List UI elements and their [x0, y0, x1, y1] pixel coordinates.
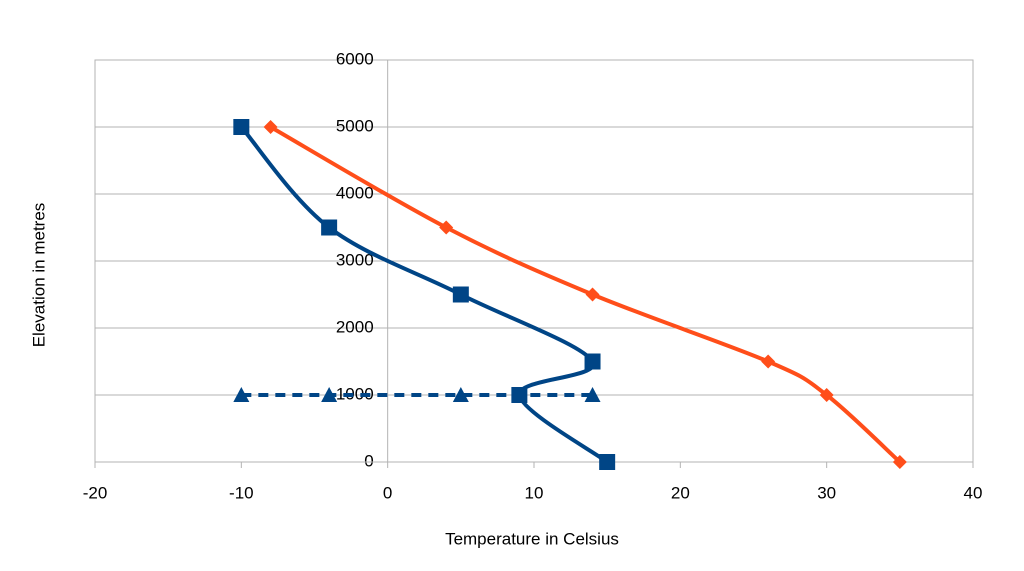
marker — [439, 220, 454, 235]
marker — [452, 387, 469, 402]
y-tick-label: 2000 — [336, 317, 374, 336]
y-tick-label: 4000 — [336, 183, 374, 202]
y-tick-label: 5000 — [336, 116, 374, 135]
marker — [233, 387, 250, 402]
marker — [321, 219, 338, 236]
x-tick-label: 10 — [525, 483, 544, 502]
marker — [263, 120, 278, 134]
marker — [599, 454, 616, 470]
y-tick-label: 6000 — [336, 49, 374, 68]
x-tick-label: -10 — [229, 483, 254, 502]
x-tick-label: 40 — [964, 483, 983, 502]
marker — [452, 286, 469, 303]
x-tick-label: 0 — [383, 483, 392, 502]
marker — [761, 354, 776, 369]
x-tick-label: -20 — [83, 483, 108, 502]
marker — [585, 287, 600, 302]
y-tick-label: 0 — [364, 451, 373, 470]
marker — [233, 119, 250, 135]
y-tick-label: 3000 — [336, 250, 374, 269]
marker — [584, 353, 601, 370]
y-tick-label: 1000 — [336, 384, 374, 403]
x-axis-title: Temperature in Celsius — [445, 529, 619, 548]
marker — [584, 387, 601, 402]
y-axis-title: Elevation in metres — [29, 203, 48, 348]
marker — [321, 387, 338, 402]
series-line — [239, 125, 609, 464]
marker — [819, 388, 834, 402]
x-tick-label: 30 — [817, 483, 836, 502]
marker — [892, 455, 907, 469]
series-line — [269, 125, 902, 464]
x-tick-label: 20 — [671, 483, 690, 502]
